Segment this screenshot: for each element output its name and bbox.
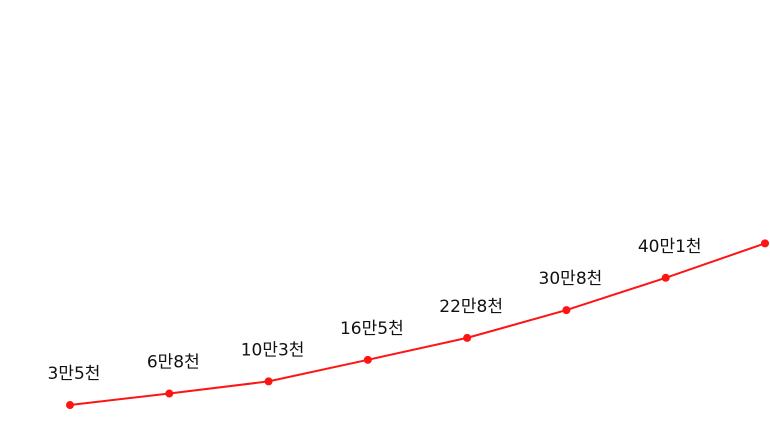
data-label: 40만1천 (638, 237, 702, 257)
data-label: 6만8천 (147, 353, 200, 373)
data-point (66, 401, 74, 410)
data-points (66, 239, 769, 410)
data-point (761, 239, 769, 248)
data-label: 10만3천 (241, 340, 305, 360)
data-label: 3만5천 (48, 364, 101, 384)
data-label: 22만8천 (439, 297, 503, 317)
data-label: 16만5천 (340, 319, 404, 339)
data-point (463, 333, 472, 342)
data-point (363, 355, 372, 364)
data-point (165, 389, 174, 398)
data-point (562, 306, 571, 315)
data-point (264, 377, 273, 386)
data-point (661, 273, 670, 282)
series-line (69, 242, 766, 406)
data-label: 30만8천 (539, 269, 603, 289)
data-labels: 3만5천 6만8천 10만3천 16만5천 22만8천 30만8천 40만1천 (48, 237, 702, 384)
